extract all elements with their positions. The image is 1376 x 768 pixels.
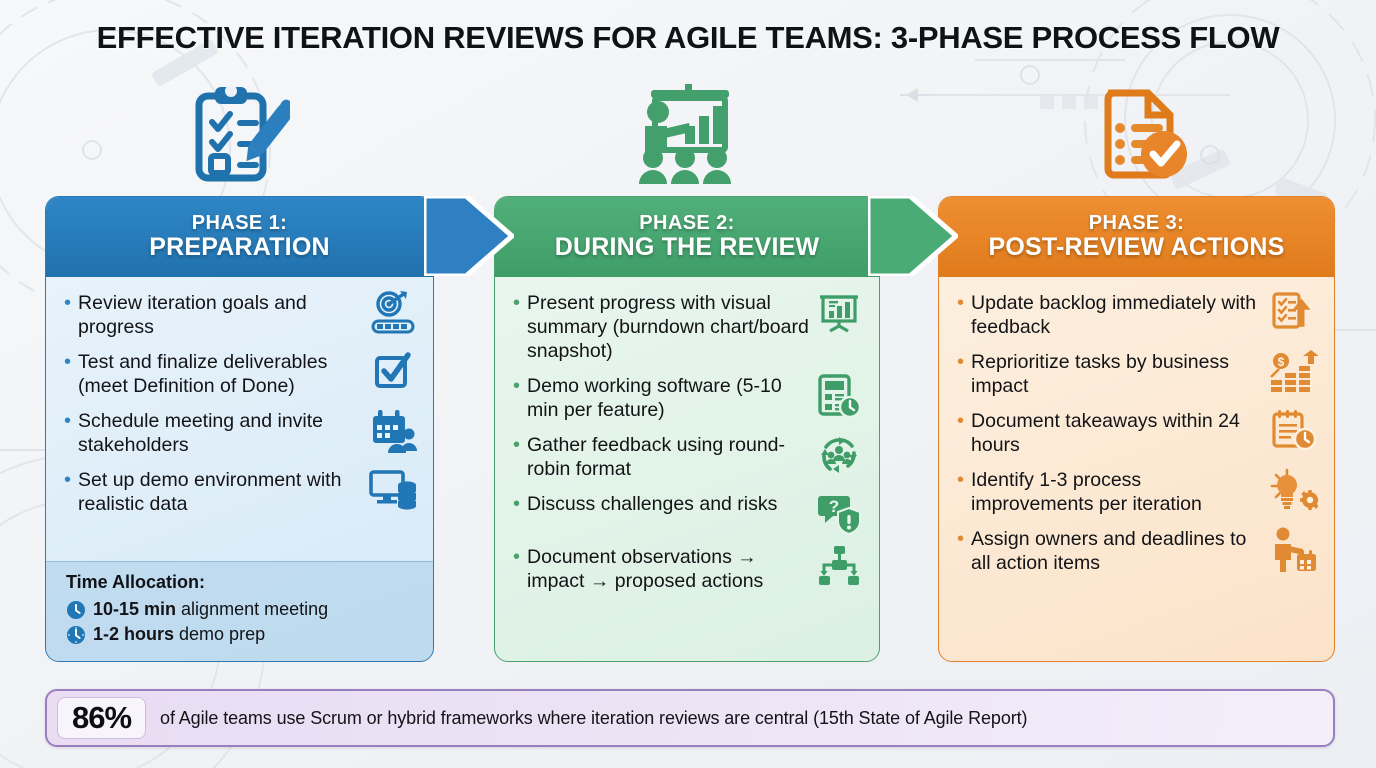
phase-card-preparation: PHASE 1: PREPARATION • Review iteration … <box>45 196 434 662</box>
phase-1-header-line1: PHASE 1: <box>191 211 288 234</box>
phase-card-post-review: PHASE 3: POST-REVIEW ACTIONS • Update ba… <box>938 196 1335 662</box>
list-item-label: Demo working software (5-10 min per feat… <box>527 375 782 421</box>
checklist-up-arrow-icon <box>1268 291 1320 333</box>
time-value: 1-2 hours <box>93 624 175 644</box>
bullet-dot: • <box>957 292 965 314</box>
time-allocation-title: Time Allocation: <box>66 572 206 592</box>
list-item-label: Gather feedback using round-robin format <box>527 434 786 480</box>
list-item: • Gather feedback using round-robin form… <box>513 433 865 481</box>
phase-2-header-line1: PHASE 2: <box>639 211 735 234</box>
page-title: EFFECTIVE ITERATION REVIEWS FOR AGILE TE… <box>96 20 1280 55</box>
phase-1-header-line2: PREPARATION <box>149 233 330 262</box>
list-item-label: Assign owners and deadlines to all actio… <box>971 528 1247 574</box>
list-item: • Schedule meeting and invite stakeholde… <box>64 409 419 457</box>
stat-value: 86% <box>57 697 147 739</box>
person-calendar-icon <box>1268 527 1320 573</box>
money-growth-chart-icon: $ <box>1268 350 1320 392</box>
list-item: • Update backlog immediately with feedba… <box>957 291 1320 339</box>
people-cycle-icon <box>813 433 865 477</box>
phase-2-header-line2: DURING THE REVIEW <box>554 233 820 262</box>
list-item: • Review iteration goals and progress <box>64 291 419 339</box>
clipboard-clock-icon <box>1268 409 1320 451</box>
list-item: • Demo working software (5-10 min per fe… <box>513 374 865 422</box>
bullet-dot: • <box>513 375 521 397</box>
flowchart-icon <box>813 545 865 587</box>
bullet-dot: • <box>513 292 521 314</box>
phase-2-bullet-list: • Present progress with visual summary (… <box>495 277 879 661</box>
list-item-label: Discuss challenges and risks <box>527 493 778 515</box>
list-item-label: Identify 1-3 process improvements per it… <box>971 469 1202 515</box>
phase-3-header-line2: POST-REVIEW ACTIONS <box>988 233 1285 262</box>
bullet-dot: • <box>64 292 72 314</box>
clock-icon <box>66 625 86 645</box>
phase-3-bullet-list: • Update backlog immediately with feedba… <box>939 277 1334 661</box>
phase-3-header-line1: PHASE 3: <box>1088 211 1185 234</box>
stat-banner: 86% of Agile teams use Scrum or hybrid f… <box>45 689 1335 747</box>
time-label: alignment meeting <box>176 599 329 619</box>
phase-1-bullet-list: • Review iteration goals and progress <box>46 277 433 561</box>
list-item-label: Present progress with visual summary (bu… <box>527 292 809 362</box>
bullet-dot: • <box>64 351 72 373</box>
list-item-label: Schedule meeting and invite stakeholders <box>78 410 324 456</box>
list-item-label: Document observations → impact → propose… <box>527 546 764 592</box>
lightbulb-gear-icon <box>1268 468 1320 512</box>
clipboard-checklist-pencil-icon <box>185 84 297 189</box>
time-allocation-text: 10-15 min alignment meeting <box>93 599 328 620</box>
list-item: • Test and finalize deliverables (meet D… <box>64 350 419 398</box>
time-allocation-row: 10-15 min alignment meeting <box>66 599 417 620</box>
checkbox-icon <box>367 350 419 390</box>
bullet-dot: • <box>957 528 965 550</box>
list-item: • Reprioritize tasks by business impact … <box>957 350 1320 398</box>
list-item: • Document observations → impact → propo… <box>513 545 865 593</box>
list-item-label: Test and finalize deliverables (meet Def… <box>78 351 328 397</box>
presentation-chart-icon <box>813 291 865 333</box>
time-label: demo prep <box>174 624 266 644</box>
bullet-dot: • <box>513 493 521 515</box>
time-value: 10-15 min <box>93 599 177 619</box>
phase-2-header: PHASE 2: DURING THE REVIEW <box>495 197 879 277</box>
presentation-audience-icon <box>633 84 743 189</box>
bullet-dot: • <box>957 351 965 373</box>
list-item-label: Update backlog immediately with feedback <box>971 292 1257 338</box>
list-item: • Discuss challenges and risks ? <box>513 492 865 534</box>
time-allocation-block: Time Allocation: 10-15 min alignment mee… <box>46 561 433 661</box>
bullet-dot: • <box>957 469 965 491</box>
bullet-dot: • <box>64 410 72 432</box>
stat-description: of Agile teams use Scrum or hybrid frame… <box>160 707 1028 728</box>
svg-text:?: ? <box>829 497 839 516</box>
target-progress-icon <box>367 291 419 335</box>
list-item-label: Review iteration goals and progress <box>78 292 307 338</box>
time-allocation-text: 1-2 hours demo prep <box>93 624 265 645</box>
list-item: • Set up demo environment with realistic… <box>64 468 419 516</box>
question-shield-icon: ? <box>813 492 865 534</box>
bullet-dot: • <box>513 546 521 568</box>
time-allocation-row: 1-2 hours demo prep <box>66 624 417 645</box>
list-item-label: Set up demo environment with realistic d… <box>78 469 342 515</box>
svg-text:$: $ <box>1278 355 1285 369</box>
phase-1-header: PHASE 1: PREPARATION <box>46 197 433 277</box>
list-item: • Present progress with visual summary (… <box>513 291 865 363</box>
phase-3-header: PHASE 3: POST-REVIEW ACTIONS <box>939 197 1334 277</box>
calendar-people-icon <box>367 409 419 453</box>
bullet-dot: • <box>957 410 965 432</box>
list-item-label: Document takeaways within 24 hours <box>971 410 1240 456</box>
list-item-label: Reprioritize tasks by business impact <box>971 351 1229 397</box>
phase-card-during-review: PHASE 2: DURING THE REVIEW • Present pro… <box>494 196 880 662</box>
bullet-dot: • <box>64 469 72 491</box>
list-item: • Assign owners and deadlines to all act… <box>957 527 1320 575</box>
list-item: • Identify 1-3 process improvements per … <box>957 468 1320 516</box>
clock-icon <box>66 600 86 620</box>
list-item: • Document takeaways within 24 hours <box>957 409 1320 457</box>
monitor-database-icon <box>367 468 419 510</box>
document-check-icon <box>1098 84 1190 185</box>
tablet-clock-icon <box>813 374 865 418</box>
bullet-dot: • <box>513 434 521 456</box>
